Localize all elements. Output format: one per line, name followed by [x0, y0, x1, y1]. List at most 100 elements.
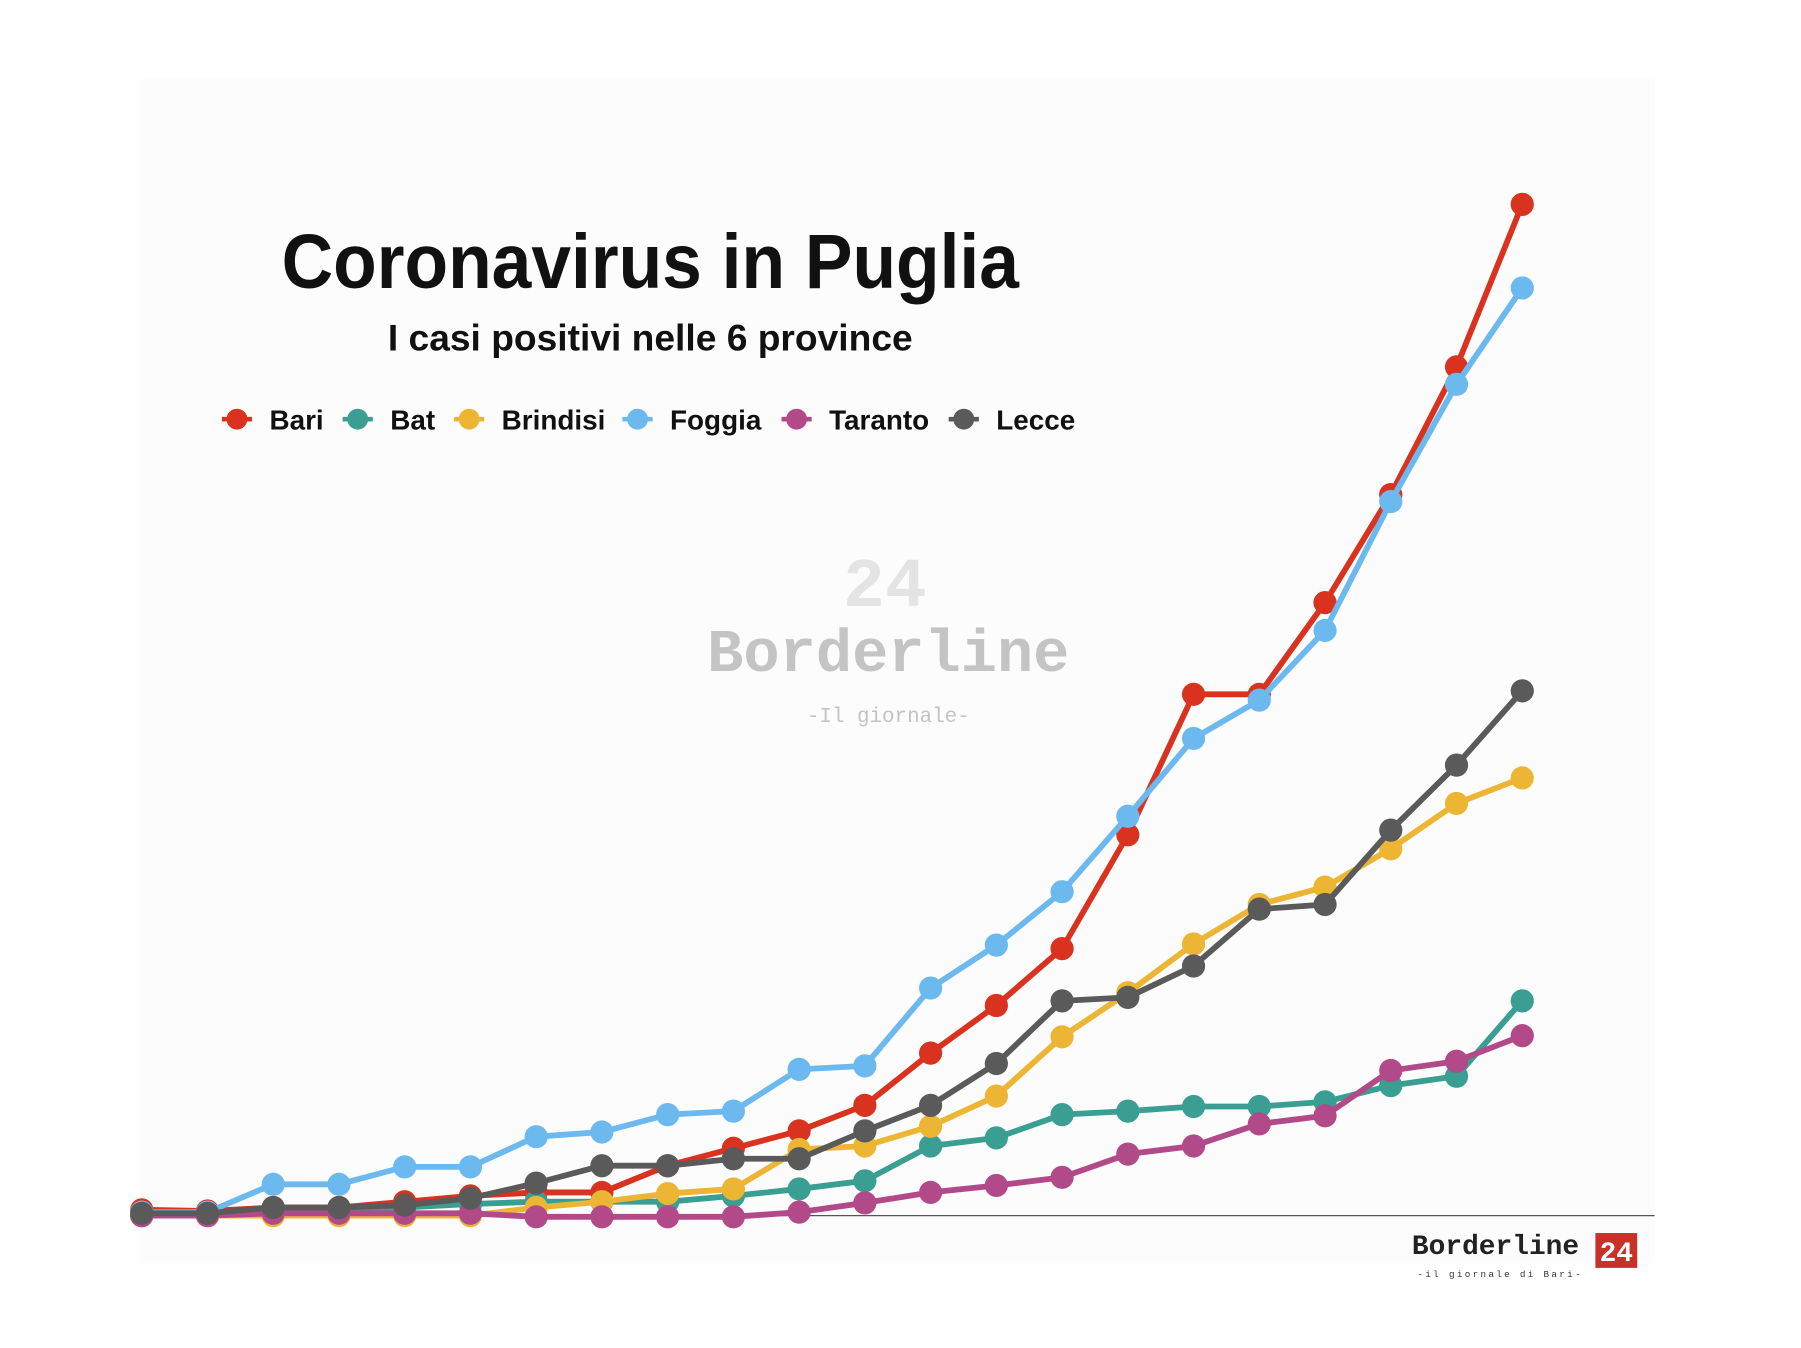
data-point-taranto — [656, 1205, 680, 1229]
data-point-lecce — [1247, 897, 1271, 921]
series-line-taranto — [141, 1032, 1524, 1220]
data-point-foggia — [984, 933, 1008, 957]
data-point-foggia — [853, 1054, 877, 1078]
logo: Borderline 24 -il giornale di Bari- — [1412, 1232, 1638, 1280]
data-point-taranto — [1050, 1165, 1074, 1189]
data-point-lecce — [195, 1201, 220, 1225]
legend-dot-marker — [226, 408, 248, 430]
data-point-bari — [1116, 823, 1140, 847]
legend: Bari Bat Brindisi Foggia Taranto Lecce — [221, 405, 1075, 436]
data-point-bari — [853, 1093, 877, 1117]
data-point-foggia — [1116, 804, 1140, 828]
watermark-number: 24 — [843, 548, 927, 627]
data-point-bari — [1510, 192, 1534, 216]
data-point-bat — [1181, 1094, 1206, 1119]
data-point-lecce — [1510, 679, 1534, 703]
series-line-lecce — [141, 688, 1525, 1217]
data-point-lecce — [1050, 989, 1074, 1013]
data-point-lecce — [918, 1093, 943, 1117]
data-point-lecce — [327, 1195, 351, 1220]
legend-label: Lecce — [996, 405, 1075, 436]
data-point-lecce — [984, 1051, 1008, 1076]
legend-dot-marker — [953, 408, 975, 430]
logo-brand: Borderline — [1412, 1232, 1579, 1263]
data-point-bat — [918, 1134, 943, 1158]
legend-label: Bari — [269, 405, 323, 436]
data-point-foggia — [393, 1155, 417, 1179]
data-point-foggia — [524, 1125, 548, 1149]
data-point-taranto — [787, 1200, 811, 1224]
data-point-bari — [918, 1041, 943, 1065]
legend-item-foggia: Foggia — [622, 405, 762, 436]
data-point-lecce — [787, 1147, 811, 1171]
legend-label: Foggia — [670, 405, 762, 436]
data-point-foggia — [327, 1172, 351, 1196]
logo-number: 24 — [1600, 1239, 1633, 1270]
data-point-bat — [787, 1177, 811, 1201]
series-line-foggia — [141, 286, 1525, 1216]
data-point-bat — [1510, 989, 1534, 1013]
data-point-bat — [853, 1169, 877, 1193]
legend-item-lecce: Lecce — [948, 405, 1075, 436]
data-point-bat — [984, 1126, 1008, 1150]
legend-label: Taranto — [829, 405, 929, 436]
data-point-taranto — [1247, 1112, 1271, 1136]
data-point-bat — [1247, 1094, 1271, 1119]
watermark-brand: Borderline — [707, 622, 1069, 690]
data-point-taranto — [1116, 1142, 1140, 1166]
data-point-brindisi — [656, 1181, 680, 1206]
data-point-brindisi — [1379, 837, 1403, 861]
data-point-brindisi — [918, 1114, 943, 1138]
data-point-bat — [1050, 1103, 1074, 1127]
data-point-taranto — [1510, 1024, 1534, 1048]
legend-item-taranto: Taranto — [781, 405, 929, 436]
data-point-brindisi — [984, 1084, 1008, 1108]
data-point-foggia — [261, 1172, 285, 1196]
data-point-lecce — [1313, 892, 1337, 917]
data-point-brindisi — [1181, 932, 1206, 956]
legend-item-brindisi: Brindisi — [454, 405, 605, 436]
data-point-brindisi — [721, 1177, 745, 1201]
data-point-foggia — [1510, 276, 1534, 300]
data-point-foggia — [656, 1103, 680, 1127]
data-point-foggia — [1379, 489, 1403, 514]
data-point-foggia — [1313, 618, 1337, 643]
data-point-taranto — [1313, 1104, 1337, 1128]
data-point-bari — [984, 993, 1008, 1018]
legend-dot-marker — [786, 408, 808, 430]
data-point-foggia — [918, 976, 943, 1000]
data-point-taranto — [1444, 1049, 1469, 1073]
data-point-taranto — [918, 1180, 943, 1205]
chart-subtitle: I casi positivi nelle 6 province — [388, 317, 913, 359]
data-point-lecce — [1444, 753, 1469, 777]
watermark: 24 Borderline -Il giornale- — [707, 548, 1069, 729]
legend-dot-marker — [458, 408, 480, 430]
data-point-bari — [787, 1119, 811, 1143]
data-point-foggia — [1247, 688, 1271, 712]
data-point-taranto — [590, 1205, 614, 1229]
logo-tagline: -il giornale di Bari- — [1417, 1269, 1583, 1280]
data-point-lecce — [1379, 818, 1403, 842]
data-point-taranto — [1379, 1058, 1403, 1083]
data-point-lecce — [130, 1201, 154, 1225]
data-point-foggia — [458, 1155, 483, 1179]
data-point-lecce — [1181, 954, 1206, 978]
data-point-brindisi — [1444, 791, 1469, 816]
data-point-lecce — [721, 1147, 745, 1171]
logo-number-box — [1595, 1233, 1638, 1268]
data-point-taranto — [1181, 1134, 1206, 1158]
data-point-lecce — [524, 1171, 548, 1195]
series-lecce — [130, 679, 1534, 1225]
watermark-tagline: -Il giornale- — [807, 706, 970, 729]
data-point-brindisi — [1510, 766, 1534, 790]
data-point-bat — [1116, 1099, 1140, 1123]
legend-dot-marker — [627, 408, 648, 430]
data-point-lecce — [261, 1195, 285, 1220]
data-point-foggia — [1181, 726, 1206, 751]
data-point-bari — [1313, 590, 1337, 615]
chart-title: Coronavirus in Puglia — [282, 220, 1021, 305]
data-point-foggia — [721, 1099, 745, 1123]
data-point-taranto — [721, 1205, 745, 1229]
data-point-foggia — [1444, 372, 1469, 396]
